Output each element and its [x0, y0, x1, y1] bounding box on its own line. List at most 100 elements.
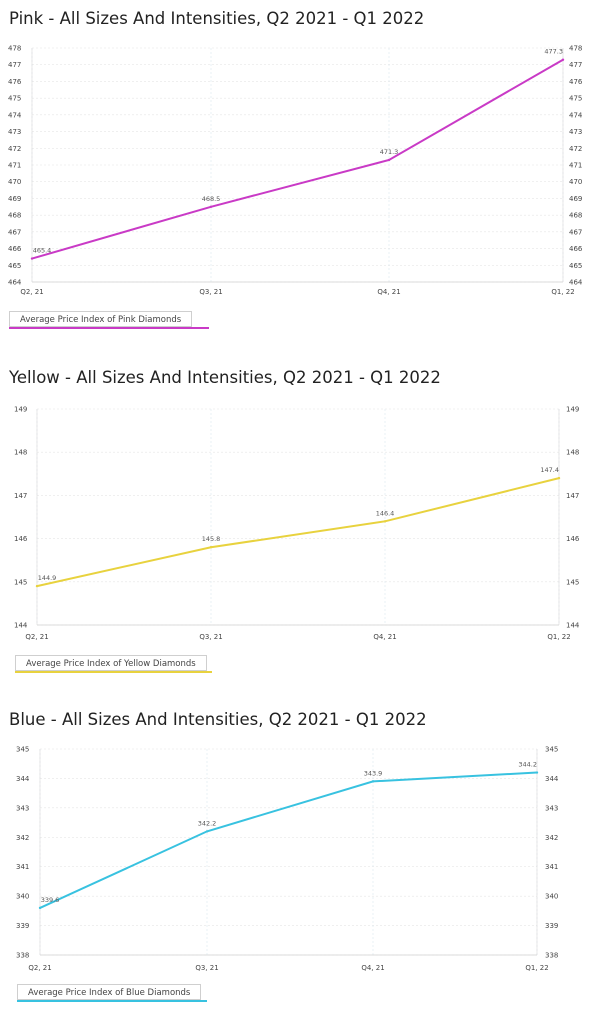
data-point [387, 158, 391, 162]
x-tick-label: Q1, 22 [525, 964, 548, 972]
chart-panel-pink: Pink - All Sizes And Intensities, Q2 202… [0, 0, 605, 345]
y-tick-label-right: 145 [566, 578, 579, 586]
y-tick-label: 469 [8, 195, 21, 203]
data-point [383, 520, 387, 523]
y-tick-label: 345 [16, 746, 29, 754]
data-label: 147.4 [540, 466, 559, 474]
data-point [205, 830, 209, 833]
data-label: 477.3 [544, 48, 563, 56]
y-tick-label-right: 471 [569, 162, 582, 170]
x-tick-label: Q4, 21 [377, 288, 400, 296]
x-tick-label: Q3, 21 [199, 633, 222, 641]
data-label: 465.4 [33, 247, 52, 255]
x-tick-label: Q3, 21 [199, 288, 222, 296]
y-tick-label: 467 [8, 228, 21, 236]
y-tick-label: 466 [8, 245, 22, 253]
line-chart-pink: 464 464 465 465 466 466 467 467 468 468 469 469 470 4… [8, 45, 583, 297]
y-tick-label-right: 464 [569, 279, 583, 287]
y-tick-label: 343 [16, 804, 29, 812]
legend-item[interactable]: Average Price Index of Yellow Diamonds [15, 655, 207, 671]
y-tick-label-right: 345 [545, 746, 558, 754]
y-tick-label-right: 148 [566, 449, 579, 457]
legend-swatch [9, 327, 209, 329]
y-tick-label-right: 344 [545, 775, 559, 783]
y-tick-label: 340 [16, 893, 29, 901]
chart-title: Pink - All Sizes And Intensities, Q2 202… [9, 9, 425, 28]
chart-title: Yellow - All Sizes And Intensities, Q2 2… [9, 368, 441, 387]
y-tick-label: 144 [14, 622, 28, 630]
data-point [35, 584, 39, 588]
data-label: 145.8 [202, 535, 221, 543]
data-point [535, 771, 539, 774]
y-tick-label: 473 [8, 128, 21, 136]
data-label: 471.3 [380, 148, 399, 156]
y-tick-label-right: 149 [566, 406, 579, 414]
data-label: 468.5 [202, 195, 221, 203]
x-tick-label: Q4, 21 [361, 964, 384, 972]
y-tick-label-right: 468 [569, 212, 582, 220]
y-tick-label: 465 [8, 262, 21, 270]
y-tick-label-right: 144 [566, 622, 580, 630]
y-tick-label: 468 [8, 212, 21, 220]
y-tick-label: 464 [8, 279, 22, 287]
y-tick-label-right: 146 [566, 535, 580, 543]
y-tick-label: 145 [14, 578, 27, 586]
y-tick-label-right: 476 [569, 78, 583, 86]
y-tick-label: 472 [8, 145, 21, 153]
y-tick-label-right: 147 [566, 492, 579, 500]
y-tick-label-right: 340 [545, 893, 558, 901]
y-tick-label-right: 339 [545, 922, 558, 930]
legend-item[interactable]: Average Price Index of Pink Diamonds [9, 311, 193, 327]
series-line [31, 58, 564, 260]
y-tick-label-right: 469 [569, 195, 582, 203]
data-label: 344.2 [518, 761, 537, 769]
y-tick-label: 339 [16, 922, 29, 930]
y-tick-label: 476 [8, 78, 22, 86]
y-tick-label-right: 465 [569, 262, 582, 270]
y-tick-label-right: 473 [569, 128, 582, 136]
chart-panel-blue: Blue - All Sizes And Intensities, Q2 202… [0, 0, 605, 1002]
y-tick-label-right: 475 [569, 95, 582, 103]
series-line [36, 477, 560, 588]
data-point [561, 58, 565, 61]
data-label: 343.9 [364, 769, 383, 777]
y-tick-label-right: 470 [569, 178, 582, 186]
x-tick-label: Q4, 21 [373, 633, 396, 641]
series-line [39, 771, 538, 909]
legend-item[interactable]: Average Price Index of Blue Diamonds [17, 984, 202, 1000]
legend-swatch [15, 671, 212, 673]
y-tick-label: 149 [14, 406, 27, 414]
line-chart-yellow: 144 144 145 145 146 146 147 147 148 148 149 149 Q2, … [14, 406, 580, 642]
y-tick-label: 148 [14, 449, 27, 457]
data-point [209, 205, 213, 208]
x-tick-label: Q1, 22 [551, 288, 574, 296]
line-chart-blue: 338 338 339 339 340 340 341 341 342 342 343 343 344 3… [16, 746, 559, 973]
y-tick-label: 342 [16, 834, 29, 842]
y-tick-label-right: 343 [545, 804, 558, 812]
data-label: 144.9 [38, 574, 57, 582]
chart-panel-yellow: Yellow - All Sizes And Intensities, Q2 2… [0, 0, 605, 673]
y-tick-label-right: 472 [569, 145, 582, 153]
y-tick-label-right: 467 [569, 228, 582, 236]
y-tick-label: 477 [8, 61, 21, 69]
data-point [209, 546, 213, 549]
data-label: 339.6 [41, 896, 60, 904]
x-tick-label: Q2, 21 [20, 288, 43, 296]
y-tick-label: 475 [8, 95, 21, 103]
x-tick-label: Q2, 21 [28, 964, 51, 972]
y-tick-label: 341 [16, 863, 29, 871]
y-tick-label: 344 [16, 775, 30, 783]
y-tick-label: 470 [8, 178, 21, 186]
data-point [38, 906, 42, 910]
y-tick-label-right: 477 [569, 61, 582, 69]
data-point [371, 780, 375, 783]
y-tick-label: 478 [8, 45, 21, 53]
y-tick-label-right: 342 [545, 834, 558, 842]
y-tick-label: 146 [14, 535, 28, 543]
y-tick-label: 471 [8, 162, 21, 170]
data-point [557, 476, 561, 480]
data-label: 146.4 [376, 509, 395, 517]
y-tick-label: 474 [8, 111, 22, 119]
data-label: 342.2 [198, 819, 217, 827]
x-tick-label: Q2, 21 [25, 633, 48, 641]
